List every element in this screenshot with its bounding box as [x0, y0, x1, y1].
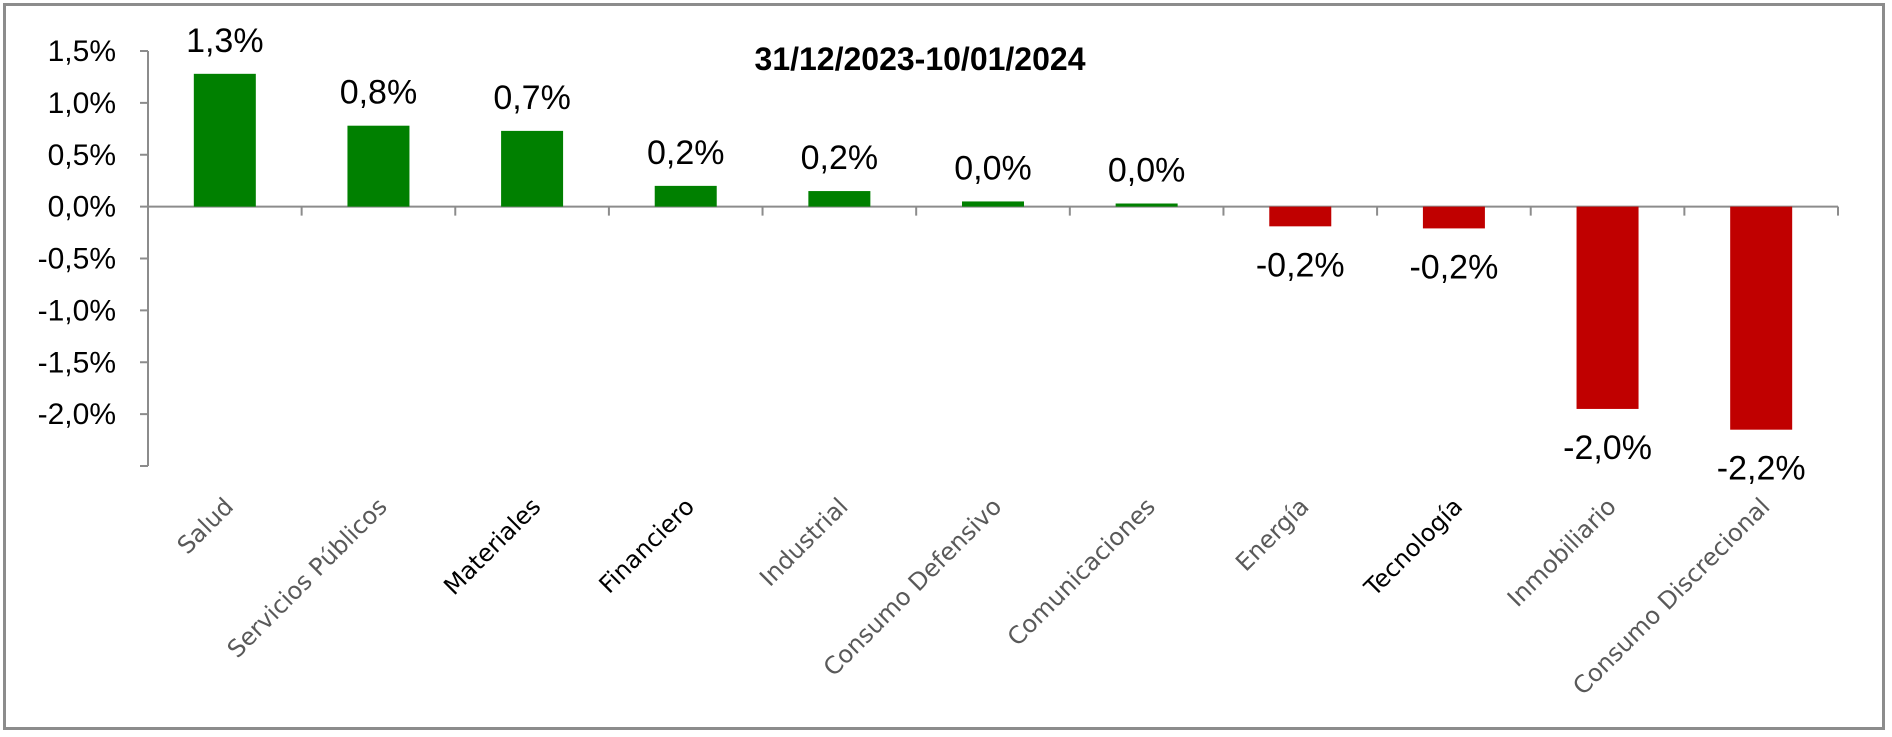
- bar: [1576, 206, 1639, 409]
- data-label: -0,2%: [1256, 246, 1345, 284]
- bar: [808, 191, 871, 207]
- y-tick-label: 1,5%: [48, 35, 116, 68]
- data-label: 1,3%: [186, 22, 264, 60]
- category-label: Tecnología: [1358, 492, 1468, 602]
- data-label: 0,8%: [340, 74, 418, 112]
- y-tick-label: 1,0%: [48, 87, 116, 120]
- bar: [501, 130, 564, 207]
- y-tick-label: -1,5%: [38, 346, 116, 379]
- labels: 1,3% Salud 0,8% Servicios Públicos 0,7% Mater…: [172, 22, 1806, 701]
- data-label: 0,2%: [801, 139, 879, 177]
- category-label: Industrial: [754, 492, 853, 591]
- bar: [1422, 206, 1485, 229]
- data-label: 0,7%: [493, 79, 571, 117]
- y-tick-label: -1,0%: [38, 294, 116, 327]
- bar: [193, 73, 256, 207]
- category-label: Financiero: [594, 492, 700, 598]
- bars: [193, 73, 1793, 430]
- bar: [962, 201, 1024, 207]
- chart-title: 31/12/2023-10/01/2024: [755, 41, 1086, 77]
- data-label: -2,0%: [1563, 429, 1652, 467]
- axes: 1,5% 1,0% 0,5% 0,0% -0,5% -1,0% -1,5% -2,0%: [38, 35, 1839, 467]
- category-label: Consumo Defensivo: [818, 492, 1007, 681]
- bar: [1269, 206, 1332, 227]
- bar: [1115, 203, 1178, 207]
- bar: [347, 125, 410, 207]
- category-label: Materiales: [438, 492, 546, 600]
- data-label: 0,0%: [1108, 152, 1186, 190]
- category-label: Inmobiliario: [1502, 492, 1622, 612]
- data-label: -2,2%: [1717, 450, 1806, 488]
- category-label: Salud: [172, 492, 239, 559]
- y-tick-label: -0,5%: [38, 243, 116, 276]
- category-label: Comunicaciones: [1002, 492, 1161, 651]
- y-tick-label: 0,0%: [48, 191, 116, 224]
- bar: [654, 185, 717, 207]
- category-label: Energía: [1230, 492, 1314, 576]
- chart-frame: [3, 3, 1885, 730]
- data-label: -0,2%: [1409, 248, 1498, 286]
- y-tick-label: 0,5%: [48, 139, 116, 172]
- data-label: 0,0%: [954, 149, 1032, 187]
- y-tick-label: -2,0%: [38, 398, 116, 431]
- bar: [1730, 206, 1793, 430]
- category-label: Servicios Públicos: [222, 492, 393, 663]
- data-label: 0,2%: [647, 134, 725, 172]
